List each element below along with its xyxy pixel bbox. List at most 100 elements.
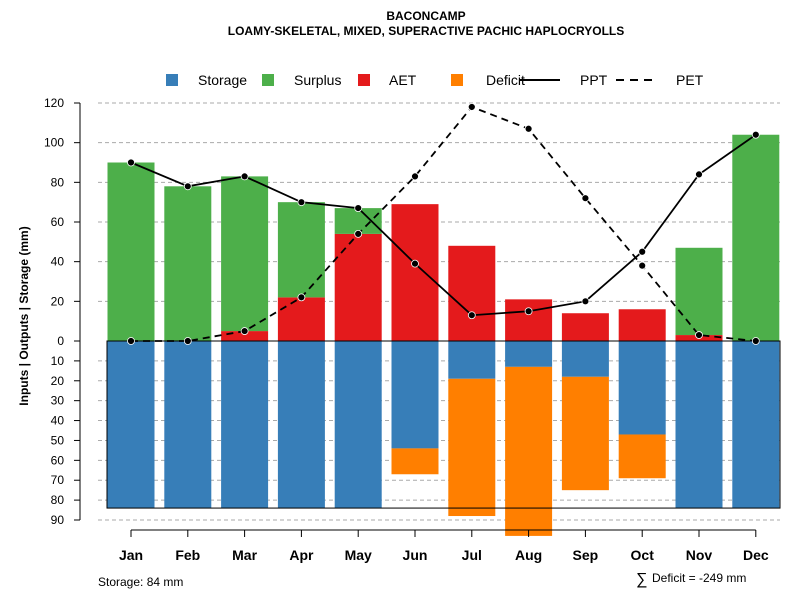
ppt-point-Mar — [240, 172, 249, 181]
lines-group — [127, 103, 760, 345]
surplus-bar-Dec — [732, 134, 780, 341]
sum-symbol: ∑ — [636, 571, 647, 588]
ppt-point-Dec — [751, 130, 760, 139]
storage-bar-Sep — [561, 341, 609, 377]
storage-bar-Dec — [732, 341, 780, 509]
pet-point-Feb — [183, 337, 192, 345]
aet-bar-Aug — [505, 299, 553, 341]
surplus-bar-Apr — [277, 202, 325, 298]
aet-bar-Oct — [618, 309, 666, 341]
y-tick-label-bottom-10: 10 — [51, 354, 65, 368]
ppt-point-Oct — [638, 247, 647, 256]
x-tick-label-Jul: Jul — [462, 547, 482, 563]
x-tick-label-Sep: Sep — [573, 547, 599, 563]
y-tick-label-bottom-50: 50 — [51, 433, 65, 447]
y-tick-label-top-40: 40 — [51, 255, 65, 269]
legend-label-pet: PET — [676, 72, 704, 88]
storage-bar-Apr — [277, 341, 325, 509]
x-tick-label-Jun: Jun — [403, 547, 428, 563]
storage-bar-May — [334, 341, 382, 509]
ppt-point-Aug — [524, 307, 533, 316]
pet-point-Dec — [751, 337, 760, 345]
ppt-line — [130, 133, 757, 317]
y-tick-label-bottom-60: 60 — [51, 453, 65, 467]
x-tick-label-Jan: Jan — [119, 547, 143, 563]
legend-label-aet: AET — [389, 72, 417, 88]
deficit-bar-Aug — [505, 366, 553, 536]
legend-label-storage: Storage — [198, 72, 247, 88]
pet-point-Mar — [240, 327, 249, 335]
y-tick-label-top-0: 0 — [57, 334, 64, 348]
y-tick-label-top-80: 80 — [51, 175, 65, 189]
y-tick-label-bottom-20: 20 — [51, 374, 65, 388]
deficit-bar-Sep — [561, 376, 609, 491]
x-tick-label-Mar: Mar — [232, 547, 257, 563]
ppt-point-Jan — [127, 158, 135, 167]
ppt-point-Sep — [581, 297, 590, 306]
deficit-bar-Jun — [391, 448, 439, 475]
legend-swatch-storage — [166, 74, 178, 86]
storage-footer: Storage: 84 mm — [98, 575, 183, 589]
aet-bar-Jul — [448, 245, 496, 341]
x-axis: Jan Feb Mar Apr May Jun Jul Aug Sep Oct Nov Dec — [119, 529, 769, 563]
surplus-bar-Jan — [107, 162, 155, 341]
pet-point-Sep — [581, 194, 590, 203]
ppt-point-May — [354, 204, 363, 213]
y-tick-label-bottom-80: 80 — [51, 493, 65, 507]
aet-bar-Jun — [391, 204, 439, 341]
aet-bar-Apr — [277, 297, 325, 341]
ppt-point-Jun — [411, 259, 419, 268]
legend-label-ppt: PPT — [580, 72, 608, 88]
legend-label-deficit: Deficit — [486, 72, 525, 88]
bars-group — [107, 134, 780, 536]
y-tick-label-top-120: 120 — [44, 96, 64, 110]
pet-point-May — [354, 229, 363, 238]
legend: Storage Surplus AET Deficit PPT PET — [166, 72, 704, 88]
storage-bar-Jan — [107, 341, 155, 509]
pet-point-Aug — [524, 124, 533, 133]
y-tick-label-bottom-40: 40 — [51, 414, 65, 428]
y-tick-label-top-20: 20 — [51, 294, 65, 308]
pet-point-Jul — [467, 103, 476, 111]
legend-swatch-surplus — [262, 74, 274, 86]
ppt-point-Feb — [183, 182, 192, 191]
storage-capacity-box — [106, 340, 781, 509]
aet-bar-Sep — [561, 313, 609, 341]
aet-bar-Mar — [221, 331, 269, 341]
x-tick-label-May: May — [345, 547, 372, 563]
y-tick-label-bottom-70: 70 — [51, 473, 65, 487]
pet-point-Jan — [127, 337, 135, 345]
pet-point-Oct — [638, 261, 647, 270]
pet-point-Jun — [411, 172, 419, 181]
x-tick-label-Feb: Feb — [175, 547, 200, 563]
x-tick-label-Nov: Nov — [686, 547, 713, 563]
storage-bar-Feb — [164, 341, 212, 509]
deficit-bar-Jul — [448, 378, 496, 517]
y-axis-label: Inputs | Outputs | Storage (mm) — [17, 226, 31, 405]
ppt-point-Jul — [467, 311, 476, 320]
deficit-footer: Deficit = -249 mm — [652, 571, 746, 585]
y-tick-label-top-100: 100 — [44, 136, 64, 150]
x-tick-label-Oct: Oct — [631, 547, 655, 563]
x-tick-label-Dec: Dec — [743, 547, 769, 563]
ppt-point-Nov — [695, 170, 703, 179]
x-tick-label-Aug: Aug — [515, 547, 542, 563]
surplus-bar-May — [334, 208, 382, 234]
surplus-bar-Nov — [675, 247, 723, 336]
storage-bar-Aug — [505, 341, 553, 367]
y-axis: 0 20 40 60 80 100 120 10 20 30 40 50 60 70 80 90 — [44, 96, 81, 527]
legend-swatch-aet — [358, 74, 370, 86]
y-tick-label-top-60: 60 — [51, 215, 65, 229]
chart-title: BACONCAMP — [386, 9, 465, 23]
surplus-bar-Feb — [164, 186, 212, 341]
y-tick-label-bottom-30: 30 — [51, 394, 65, 408]
ppt-point-Apr — [297, 198, 306, 207]
storage-bar-Jun — [391, 341, 439, 449]
chart-subtitle: LOAMY-SKELETAL, MIXED, SUPERACTIVE PACHI… — [228, 24, 624, 38]
pet-line — [131, 105, 756, 342]
deficit-bar-Oct — [618, 434, 666, 479]
pet-point-Nov — [695, 331, 703, 339]
pet-point-Apr — [297, 293, 306, 302]
legend-label-surplus: Surplus — [294, 72, 341, 88]
